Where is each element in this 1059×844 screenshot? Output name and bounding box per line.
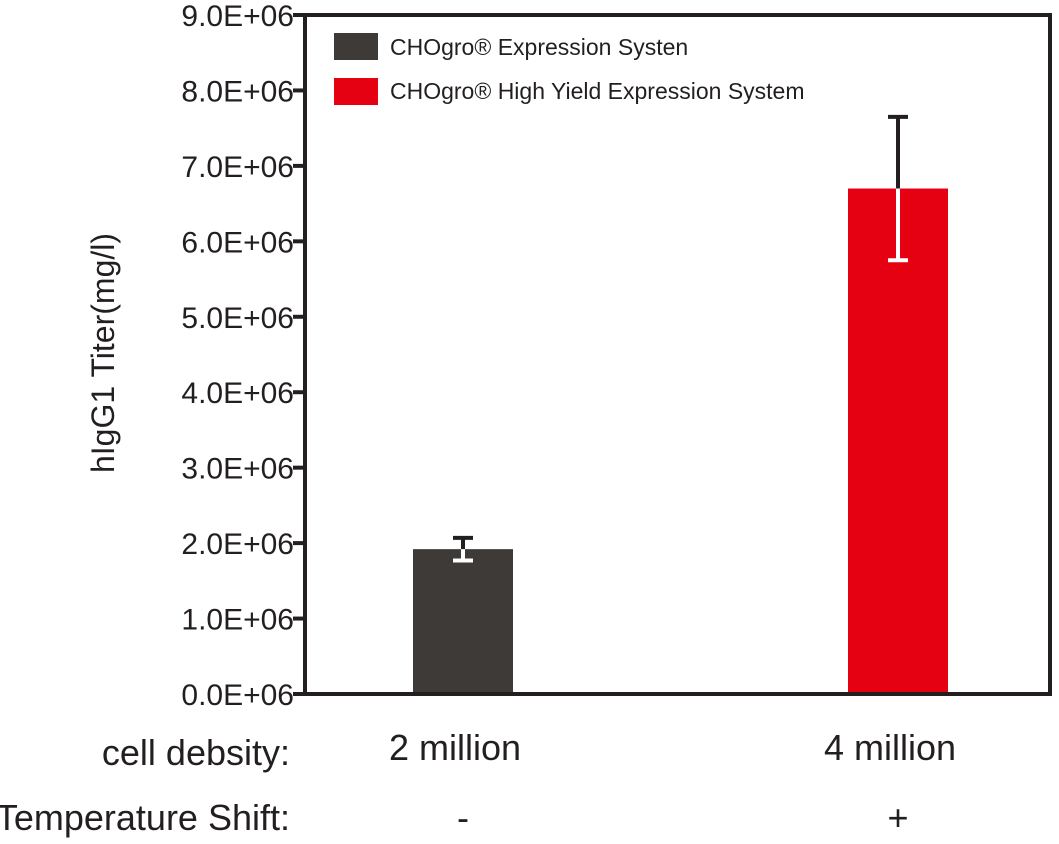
temperature-shift-row-label: Temperature Shift:	[0, 797, 290, 838]
y-tick-label: 3.0E+06	[181, 453, 294, 486]
y-tick-label: 1.0E+06	[181, 604, 294, 637]
legend-label-high-yield: CHOgro® High Yield Expression System	[390, 78, 805, 104]
legend-swatch-high-yield	[334, 78, 378, 105]
y-axis-tick-labels: 0.0E+06 1.0E+06 2.0E+06 3.0E+06 4.0E+06 5.0E+…	[181, 0, 294, 712]
error-bars	[453, 114, 908, 563]
category-label-4-million: 4 million	[824, 727, 956, 768]
bar-standard	[413, 549, 513, 694]
temperature-shift-value-2: +	[887, 797, 908, 838]
bars	[413, 188, 948, 694]
category-label-2-million: 2 million	[389, 727, 521, 768]
y-tick-label: 2.0E+06	[181, 528, 294, 561]
legend-swatch-standard	[334, 33, 378, 60]
legend-label-standard: CHOgro® Expression Systen	[390, 34, 688, 60]
y-tick-label: 4.0E+06	[181, 377, 294, 410]
y-tick-label: 6.0E+06	[181, 226, 294, 259]
plot-frame	[303, 13, 1052, 696]
bar-high-yield	[848, 188, 948, 694]
y-tick-label: 8.0E+06	[181, 75, 294, 108]
y-tick-label: 5.0E+06	[181, 302, 294, 335]
y-axis-label: hIgG1 Titer(mg/l)	[85, 233, 121, 473]
y-tick-label: 9.0E+06	[181, 0, 294, 33]
cell-density-row-label: cell debsity:	[102, 732, 290, 773]
y-tick-label: 7.0E+06	[181, 151, 294, 184]
temperature-shift-value-1: -	[457, 797, 469, 838]
legend: CHOgro® Expression Systen CHOgro® High Y…	[334, 33, 805, 105]
y-tick-label: 0.0E+06	[181, 679, 294, 712]
